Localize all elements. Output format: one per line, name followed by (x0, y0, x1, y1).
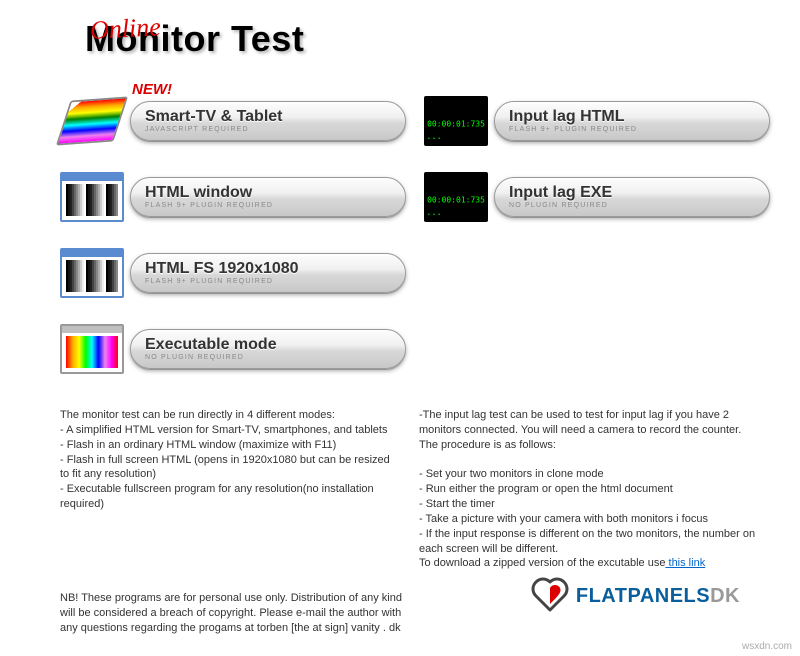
window-bars-icon (60, 172, 124, 222)
desc-left: The monitor test can be run directly in … (60, 408, 401, 571)
desc-left-li2: - Flash in an ordinary HTML window (maxi… (60, 439, 336, 451)
desc-right: -The input lag test can be used to test … (419, 408, 760, 571)
pill-smart-tv[interactable]: Smart-TV & Tablet JAVASCRIPT REQUIRED (130, 101, 406, 141)
brand-logo-area[interactable]: FLATPANELSDK (530, 576, 740, 616)
brand-text: FLATPANELS (576, 585, 710, 607)
desc-right-intro: -The input lag test can be used to test … (419, 409, 741, 451)
pill-title: Smart-TV & Tablet (145, 109, 405, 125)
pill-subtitle: NO PLUGIN REQUIRED (509, 202, 769, 209)
description-columns: The monitor test can be run directly in … (0, 400, 800, 571)
lag-value: 00:00:01:735 (427, 195, 485, 204)
heart-logo-icon (530, 576, 570, 616)
pill-subtitle: NO PLUGIN REQUIRED (145, 354, 405, 361)
pill-input-lag-exe[interactable]: Input lag EXE NO PLUGIN REQUIRED (494, 177, 770, 217)
window-bars-icon (60, 248, 124, 298)
pill-title: Input lag EXE (509, 185, 769, 201)
domain-watermark: wsxdn.com (742, 641, 792, 652)
brand-name: FLATPANELSDK (576, 585, 740, 608)
pill-title: HTML window (145, 185, 405, 201)
download-link[interactable]: this link (665, 557, 705, 569)
desc-left-li1: - A simplified HTML version for Smart-TV… (60, 424, 387, 436)
page-title: Monitor Test (85, 18, 800, 60)
desc-right-li3: - Start the timer (419, 498, 495, 510)
spectrum-icon (56, 96, 128, 145)
desc-right-li5: - If the input response is different on … (419, 528, 755, 555)
online-script-word: Online (89, 12, 161, 46)
desc-left-li3: - Flash in full screen HTML (opens in 19… (60, 454, 390, 481)
pill-html-fs[interactable]: HTML FS 1920x1080 FLASH 9+ PLUGIN REQUIR… (130, 253, 406, 293)
pill-subtitle: FLASH 9+ PLUGIN REQUIRED (509, 126, 769, 133)
btn-input-lag-html[interactable]: 00:00:01:735 • • • Input lag HTML FLASH … (424, 96, 770, 146)
desc-right-li1: - Set your two monitors in clone mode (419, 468, 604, 480)
right-column: 00:00:01:735 • • • Input lag HTML FLASH … (424, 96, 770, 400)
lag-value: 00:00:01:735 (427, 119, 485, 128)
lag-counter-icon: 00:00:01:735 • • • (424, 172, 488, 222)
btn-smart-tv[interactable]: NEW! Smart-TV & Tablet JAVASCRIPT REQUIR… (60, 96, 406, 146)
left-column: NEW! Smart-TV & Tablet JAVASCRIPT REQUIR… (60, 96, 406, 400)
desc-left-li4: - Executable fullscreen program for any … (60, 483, 374, 510)
pill-html-window[interactable]: HTML window FLASH 9+ PLUGIN REQUIRED (130, 177, 406, 217)
btn-input-lag-exe[interactable]: 00:00:01:735 • • • Input lag EXE NO PLUG… (424, 172, 770, 222)
btn-executable[interactable]: Executable mode NO PLUGIN REQUIRED (60, 324, 406, 374)
pill-title: Input lag HTML (509, 109, 769, 125)
nb-notice: NB! These programs are for personal use … (0, 571, 448, 636)
buttons-area: NEW! Smart-TV & Tablet JAVASCRIPT REQUIR… (0, 76, 800, 400)
pill-title: Executable mode (145, 337, 405, 353)
pill-subtitle: FLASH 9+ PLUGIN REQUIRED (145, 202, 405, 209)
desc-right-li4: - Take a picture with your camera with b… (419, 513, 708, 525)
pill-input-lag-html[interactable]: Input lag HTML FLASH 9+ PLUGIN REQUIRED (494, 101, 770, 141)
rainbow-window-icon (60, 324, 124, 374)
new-badge: NEW! (132, 81, 172, 98)
pill-subtitle: JAVASCRIPT REQUIRED (145, 126, 405, 133)
btn-html-fs[interactable]: HTML FS 1920x1080 FLASH 9+ PLUGIN REQUIR… (60, 248, 406, 298)
btn-html-window[interactable]: HTML window FLASH 9+ PLUGIN REQUIRED (60, 172, 406, 222)
pill-title: HTML FS 1920x1080 (145, 261, 405, 277)
desc-right-li2: - Run either the program or open the htm… (419, 483, 673, 495)
header: Online Monitor Test (0, 0, 800, 76)
brand-suffix: DK (710, 585, 740, 607)
pill-subtitle: FLASH 9+ PLUGIN REQUIRED (145, 278, 405, 285)
desc-right-dl-prefix: To download a zipped version of the excu… (419, 557, 665, 569)
pill-executable[interactable]: Executable mode NO PLUGIN REQUIRED (130, 329, 406, 369)
desc-left-intro: The monitor test can be run directly in … (60, 409, 335, 421)
lag-counter-icon: 00:00:01:735 • • • (424, 96, 488, 146)
